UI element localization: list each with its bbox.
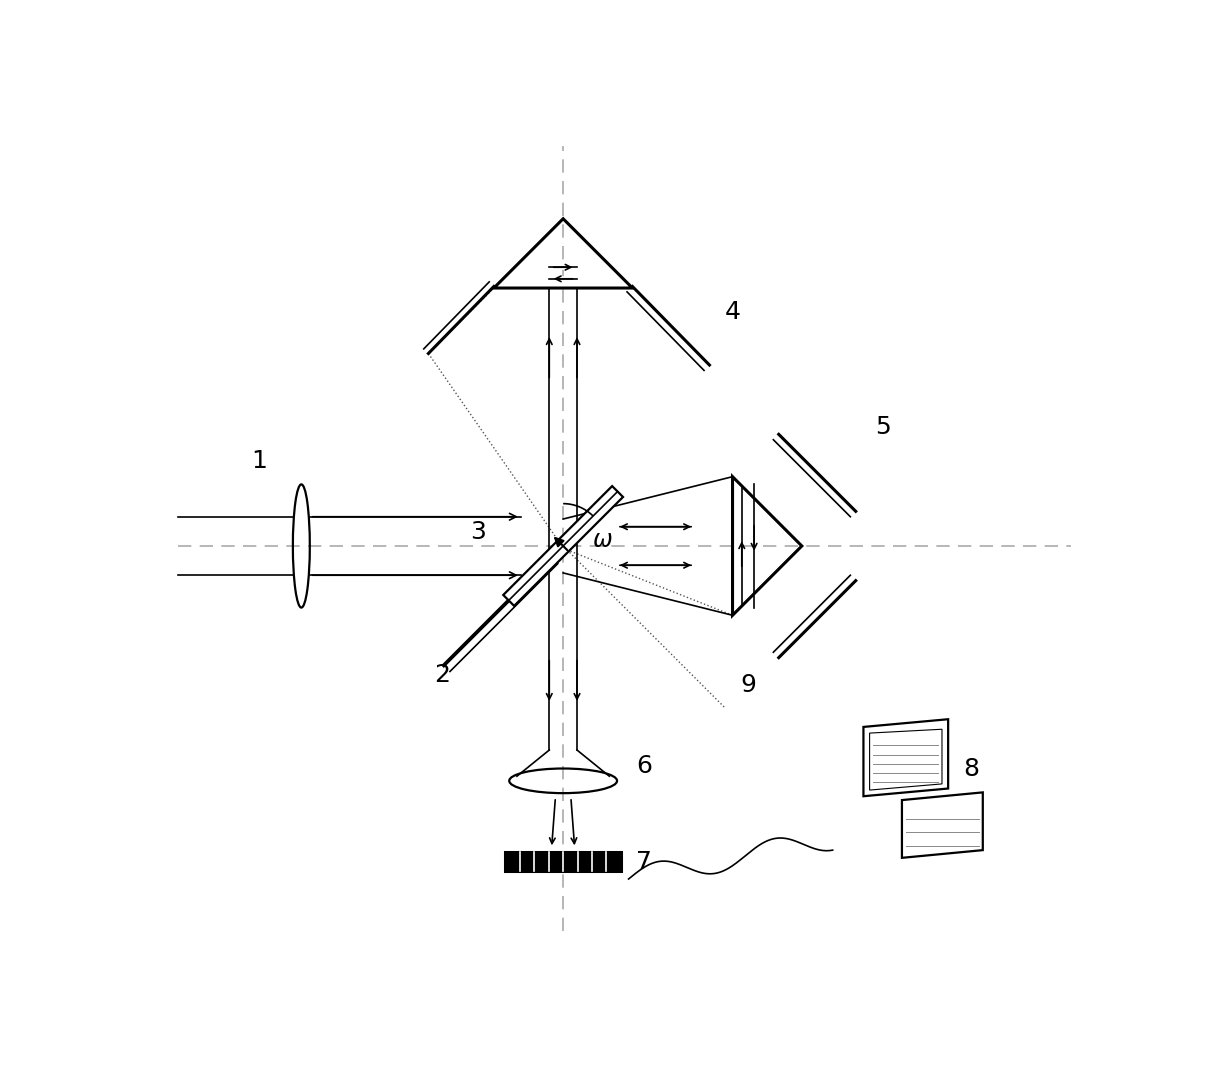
Text: 2: 2	[434, 664, 451, 687]
Text: 7: 7	[636, 850, 652, 874]
Polygon shape	[503, 486, 623, 606]
Text: 9: 9	[741, 673, 756, 697]
Text: 3: 3	[471, 520, 486, 545]
Polygon shape	[869, 729, 942, 790]
Text: 1: 1	[250, 449, 268, 473]
Text: 4: 4	[725, 300, 741, 324]
Bar	[506, 852, 621, 872]
Text: 8: 8	[963, 757, 980, 781]
Text: $\omega$: $\omega$	[592, 527, 613, 552]
Text: 6: 6	[636, 754, 652, 778]
Text: 5: 5	[876, 415, 891, 440]
